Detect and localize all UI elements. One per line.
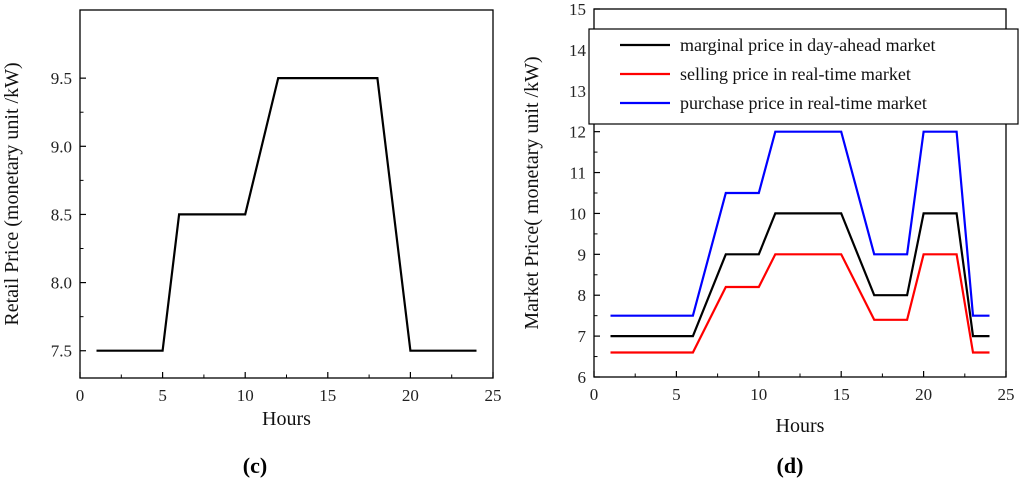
y-tick-label: 7.5: [51, 342, 72, 361]
retail-price-chart: 0 5 10 15 20 25 7.5 8.0 8.5 9.0 9.5 Hours Retail Pri…: [1, 9, 502, 478]
y-tick-label: 7: [578, 327, 587, 346]
y-tick-label: 11: [570, 164, 586, 183]
panel-label: (c): [243, 453, 267, 478]
y-tick-label: 14: [569, 41, 587, 60]
x-tick-label: 10: [750, 385, 767, 404]
x-tick-label: 0: [76, 386, 85, 405]
y-tick-label: 8: [578, 286, 587, 305]
x-axis-title: Hours: [776, 415, 825, 437]
x-tick-label: 20: [402, 386, 419, 405]
y-tick-label: 13: [569, 82, 586, 101]
x-tick-label: 5: [158, 386, 167, 405]
y-axis-title: Retail Price (monetary unit /kW): [1, 62, 23, 325]
x-tick-label: 20: [915, 385, 932, 404]
series-line: [610, 253, 990, 354]
panel-label: (d): [777, 453, 804, 478]
y-tick-label: 10: [569, 204, 586, 223]
legend-label: purchase price in real-time market: [680, 93, 927, 113]
y-tick-label: 15: [569, 0, 586, 19]
market-price-chart: 0 5 10 15 20 25 6 7 8 9 10 11 12 13 14 15 Hours Market Pr…: [521, 0, 1019, 478]
x-tick-label: 0: [590, 385, 599, 404]
legend-label: selling price in real-time market: [680, 64, 911, 84]
y-tick-label: 9.5: [51, 69, 72, 88]
legend-label: marginal price in day-ahead market: [680, 35, 936, 55]
y-tick-label: 9: [578, 245, 587, 264]
y-tick-label: 6: [578, 368, 587, 387]
x-tick-label: 15: [833, 385, 850, 404]
x-tick-label: 25: [998, 385, 1015, 404]
x-axis-title: Hours: [262, 408, 311, 430]
x-tick-label: 15: [319, 386, 336, 405]
x-tick-label: 5: [672, 385, 681, 404]
y-axis-title: Market Price( monetary unit /kW): [521, 56, 543, 329]
y-tick-label: 8.0: [51, 274, 72, 293]
series-line: [610, 130, 990, 317]
x-tick-label: 10: [237, 386, 254, 405]
series-line: [610, 212, 990, 338]
series-line: [96, 76, 477, 352]
y-tick-label: 12: [569, 123, 586, 142]
y-tick-label: 8.5: [51, 205, 72, 224]
y-tick-label: 9.0: [51, 137, 72, 156]
x-tick-label: 25: [485, 386, 502, 405]
plot-frame: [79, 9, 494, 379]
